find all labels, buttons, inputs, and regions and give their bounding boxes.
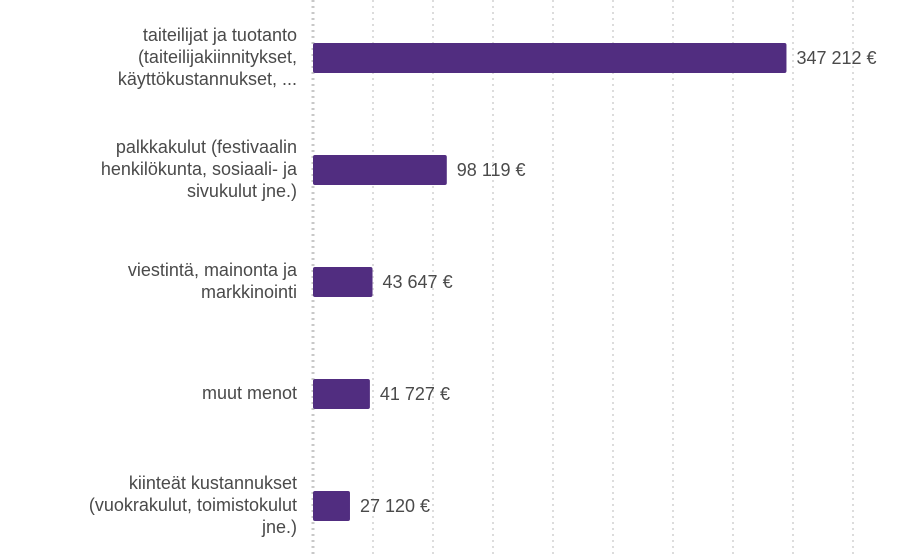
category-label: palkkakulut (festivaalin henkilökunta, so… (101, 137, 298, 201)
value-label: 27 120 € (360, 496, 430, 516)
value-label: 98 119 € (457, 160, 526, 180)
bar (313, 155, 447, 185)
category-label: kiinteät kustannukset (vuokrakulut, toimi… (89, 473, 297, 537)
bar (313, 267, 373, 297)
bar (313, 379, 370, 409)
value-label: 347 212 € (796, 48, 876, 68)
category-label: viestintä, mainonta ja markkinointi (128, 260, 298, 302)
value-label: 41 727 € (380, 384, 450, 404)
category-label: muut menot (202, 383, 297, 403)
bar (313, 43, 787, 73)
value-label: 43 647 € (383, 272, 453, 292)
category-label: taiteilijat ja tuotanto (taiteilijakiinni… (118, 25, 297, 89)
bar (313, 491, 350, 521)
